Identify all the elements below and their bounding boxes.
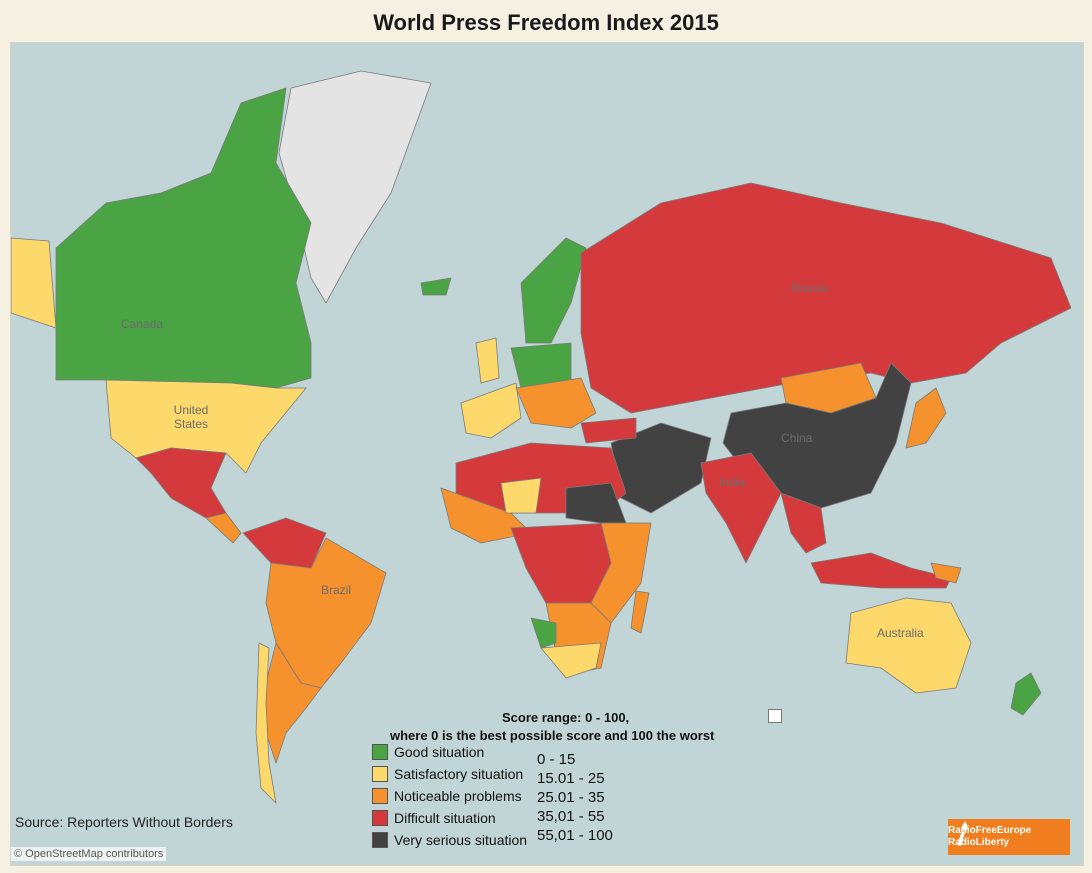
legend-swatch — [372, 810, 388, 826]
label-australia: Australia — [877, 626, 924, 640]
region-south-africa[interactable] — [540, 642, 602, 679]
region-namibia[interactable] — [530, 617, 557, 649]
legend-subheading: where 0 is the best possible score and 1… — [390, 728, 715, 743]
region-india[interactable] — [700, 452, 782, 564]
logo-line-1: RadioFreeEurope — [948, 825, 1032, 836]
region-japan[interactable] — [905, 387, 947, 449]
legend-label: Very serious situation — [394, 832, 528, 848]
label-china: China — [781, 431, 813, 445]
source-note: Source: Reporters Without Borders — [15, 814, 233, 830]
legend-label: Noticeable problems — [394, 788, 522, 804]
region-alaska[interactable] — [11, 237, 57, 329]
region-papua[interactable] — [930, 562, 962, 584]
region-united-states[interactable] — [105, 379, 307, 474]
legend-label: Good situation — [394, 744, 485, 760]
region-scandinavia[interactable] — [520, 237, 587, 344]
region-australia[interactable] — [845, 597, 972, 694]
rferl-logo[interactable]: RadioFreeEurope RadioLiberty — [948, 819, 1070, 855]
region-madagascar[interactable] — [630, 590, 650, 634]
legend-item: Good situation — [372, 743, 484, 761]
legend-range: 15.01 - 25 — [537, 770, 605, 787]
edit-icon[interactable] — [768, 709, 782, 723]
label-united-states: United States — [173, 403, 209, 431]
label-brazil: Brazil — [321, 583, 352, 597]
region-west-africa[interactable] — [440, 487, 532, 544]
region-new-zealand[interactable] — [1010, 672, 1042, 716]
legend-label: Difficult situation — [394, 810, 496, 826]
region-russia[interactable] — [580, 182, 1072, 414]
region-turkey[interactable] — [580, 417, 637, 444]
label-india: India — [719, 475, 746, 489]
legend-item: Satisfactory situation — [372, 765, 523, 783]
region-brazil[interactable] — [265, 537, 387, 689]
legend-swatch — [372, 744, 388, 760]
region-uk[interactable] — [475, 337, 500, 384]
region-indonesia[interactable] — [810, 552, 952, 589]
world-map[interactable] — [11, 43, 1083, 865]
region-greenland[interactable] — [278, 70, 432, 304]
legend-label: Satisfactory situation — [394, 766, 524, 782]
legend-range: 55,01 - 100 — [537, 827, 613, 844]
legend-swatch — [372, 766, 388, 782]
region-southern-europe[interactable] — [515, 377, 597, 429]
map-title: World Press Freedom Index 2015 — [373, 10, 719, 35]
region-mexico[interactable] — [135, 447, 227, 519]
torch-icon — [957, 821, 968, 846]
legend-swatch — [372, 788, 388, 804]
legend-item: Difficult situation — [372, 809, 496, 827]
legend-heading: Score range: 0 - 100, — [502, 710, 630, 725]
legend-range: 35,01 - 55 — [537, 808, 605, 825]
label-russia: Russia — [791, 281, 828, 295]
legend-range: 25.01 - 35 — [537, 789, 605, 806]
region-iceland[interactable] — [420, 277, 452, 296]
region-sahel[interactable] — [500, 477, 542, 514]
legend-range: 0 - 15 — [537, 751, 576, 768]
region-western-europe[interactable] — [460, 382, 522, 439]
region-central-america[interactable] — [205, 512, 242, 544]
region-northern-south-america[interactable] — [242, 517, 327, 569]
legend-item: Noticeable problems — [372, 787, 522, 805]
legend-swatch — [372, 832, 388, 848]
legend-item: Very serious situation — [372, 831, 527, 849]
map-attribution[interactable]: © OpenStreetMap contributors — [11, 847, 167, 861]
map-canvas[interactable]: Canada United States Brazil Russia China… — [10, 42, 1084, 866]
label-canada: Canada — [121, 317, 164, 331]
region-middle-east[interactable] — [610, 422, 712, 514]
region-chile[interactable] — [255, 642, 277, 804]
region-southeast-asia[interactable] — [780, 492, 827, 554]
region-canada[interactable] — [55, 87, 312, 389]
logo-line-2: RadioLiberty — [948, 837, 1010, 848]
